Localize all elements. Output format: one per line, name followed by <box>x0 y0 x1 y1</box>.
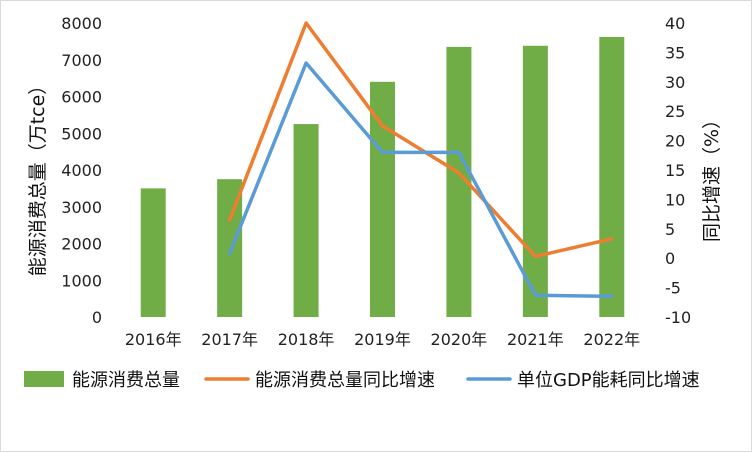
right-tick-label: 30 <box>665 73 685 92</box>
left-axis-ticks: 0 1000 2000 3000 4000 5000 6000 7000 8000 <box>61 14 102 327</box>
right-tick-label: 25 <box>665 102 685 121</box>
x-tick-label: 2018年 <box>278 330 335 349</box>
bar-series <box>140 36 625 318</box>
line-series-2 <box>227 61 614 299</box>
left-tick-label: 7000 <box>61 51 102 70</box>
left-tick-label: 1000 <box>61 271 102 290</box>
x-tick-label: 2022年 <box>583 330 640 349</box>
bar-2021年 <box>522 45 548 317</box>
left-tick-label: 2000 <box>61 235 102 254</box>
right-tick-label: -10 <box>665 308 691 327</box>
left-axis-title: 能源消费总量（万tce） <box>27 76 49 277</box>
legend: 能源消费总量 能源消费总量同比增速 单位GDP能耗同比增速 <box>24 370 700 391</box>
left-tick-label: 6000 <box>61 88 102 107</box>
legend-label: 单位GDP能耗同比增速 <box>517 370 700 391</box>
right-tick-label: 5 <box>665 220 675 239</box>
legend-label: 能源消费总量同比增速 <box>255 370 435 391</box>
x-tick-label: 2020年 <box>431 330 488 349</box>
bar-2022年 <box>599 36 625 318</box>
x-axis-ticks: 2016年 2017年 2018年 2019年 2020年 2021年 2022年 <box>125 330 640 349</box>
left-tick-label: 4000 <box>61 161 102 180</box>
x-tick-label: 2016年 <box>125 330 182 349</box>
bar-2018年 <box>293 124 319 317</box>
x-tick-label: 2019年 <box>354 330 411 349</box>
line-series-1 <box>227 21 614 259</box>
right-tick-label: 10 <box>665 190 685 209</box>
left-tick-label: 3000 <box>61 198 102 217</box>
x-tick-label: 2021年 <box>507 330 564 349</box>
right-tick-label: -5 <box>665 279 681 298</box>
right-axis-ticks: -10 -5 0 5 10 15 20 25 30 35 40 <box>665 14 691 327</box>
right-tick-label: 35 <box>665 43 685 62</box>
left-tick-label: 8000 <box>61 14 102 33</box>
right-axis-title: 同比增速（%） <box>701 110 723 242</box>
right-tick-label: 20 <box>665 132 685 151</box>
left-tick-label: 0 <box>92 308 102 327</box>
line-series <box>227 21 614 299</box>
right-tick-label: 40 <box>665 14 685 33</box>
left-tick-label: 5000 <box>61 124 102 143</box>
legend-swatch-bar <box>24 371 64 387</box>
bar-2019年 <box>370 81 395 317</box>
right-tick-label: 15 <box>665 161 685 180</box>
legend-label: 能源消费总量 <box>72 370 180 391</box>
x-tick-label: 2017年 <box>201 330 258 349</box>
bar-2016年 <box>140 188 166 317</box>
right-tick-label: 0 <box>665 249 675 268</box>
